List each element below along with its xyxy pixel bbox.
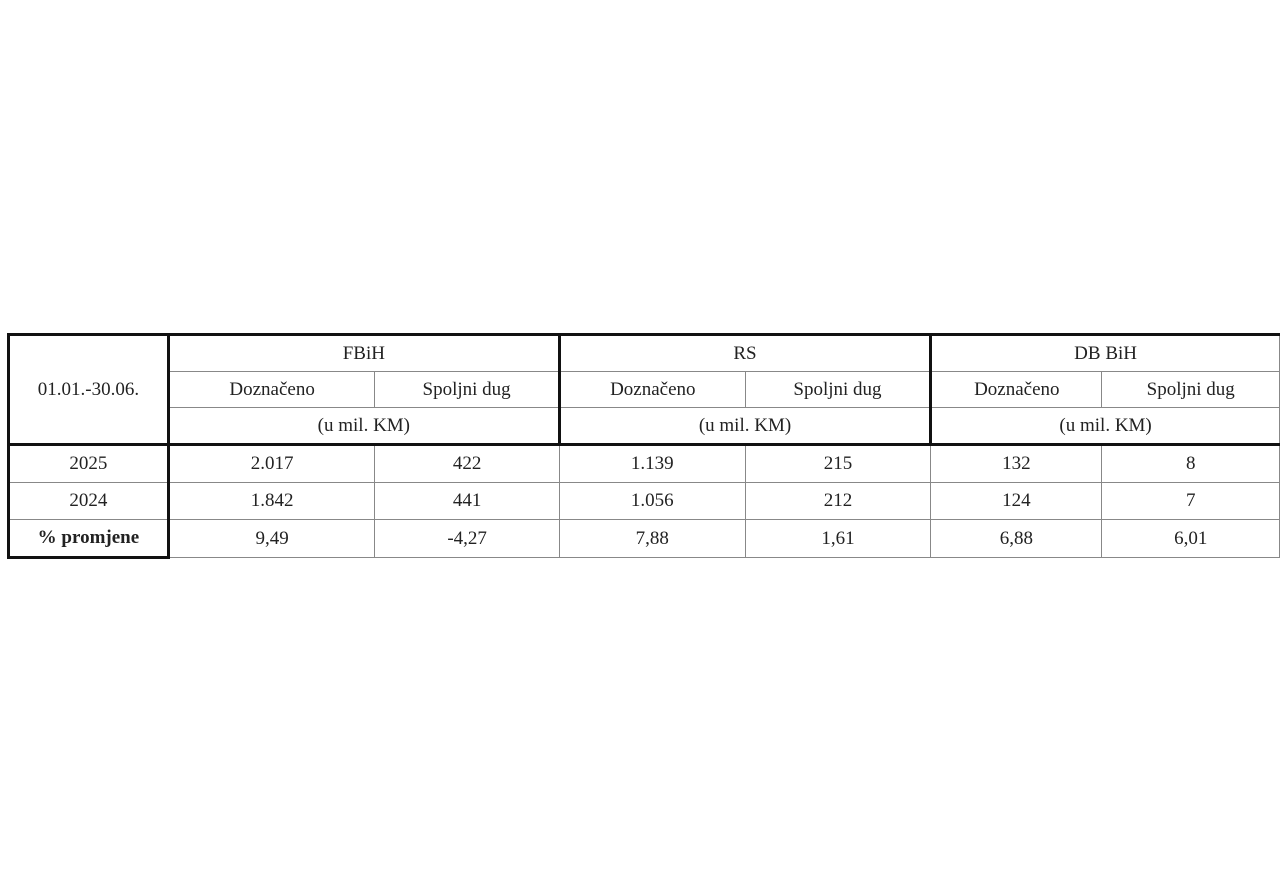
unit-label: (u mil. KM) bbox=[167, 407, 561, 446]
subheader: Spoljni dug bbox=[1101, 371, 1280, 408]
subheader: Spoljni dug bbox=[374, 371, 561, 408]
cell: 6,88 bbox=[930, 519, 1103, 558]
row-label: 2024 bbox=[7, 482, 170, 520]
unit-label: (u mil. KM) bbox=[930, 407, 1280, 446]
cell: 1.139 bbox=[558, 444, 746, 483]
row-label: 2025 bbox=[7, 444, 170, 483]
subheader: Doznačeno bbox=[167, 371, 376, 408]
cell: 9,49 bbox=[167, 519, 376, 558]
unit-label: (u mil. KM) bbox=[558, 407, 933, 446]
cell: 441 bbox=[374, 482, 560, 520]
table-row: % promjene 9,49 -4,27 7,88 1,61 6,88 6,0… bbox=[7, 519, 1280, 559]
cell: 1.842 bbox=[167, 482, 376, 520]
subheader: Doznačeno bbox=[930, 371, 1103, 408]
cell: 132 bbox=[930, 444, 1103, 483]
cell: -4,27 bbox=[374, 519, 560, 558]
cell: 1.056 bbox=[558, 482, 746, 520]
group-header-rs: RS bbox=[558, 333, 933, 372]
cell: 215 bbox=[744, 444, 932, 483]
cell: 422 bbox=[374, 444, 560, 483]
data-table-container: 01.01.-30.06. FBiH RS DB BiH Doznačeno S… bbox=[7, 333, 1280, 559]
cell: 2.017 bbox=[167, 444, 376, 483]
cell: 212 bbox=[744, 482, 932, 520]
row-label: % promjene bbox=[7, 519, 170, 559]
cell: 7 bbox=[1101, 482, 1280, 520]
cell: 8 bbox=[1101, 444, 1280, 483]
cell: 1,61 bbox=[744, 519, 932, 558]
group-header-fbih: FBiH bbox=[167, 333, 561, 372]
cell: 6,01 bbox=[1101, 519, 1280, 558]
cell: 7,88 bbox=[558, 519, 746, 558]
subheader: Doznačeno bbox=[558, 371, 746, 408]
group-header-dbbih: DB BiH bbox=[930, 333, 1280, 372]
table-row: 2025 2.017 422 1.139 215 132 8 bbox=[7, 444, 1280, 483]
table-row: 2024 1.842 441 1.056 212 124 7 bbox=[7, 482, 1280, 520]
subheader: Spoljni dug bbox=[744, 371, 933, 408]
cell: 124 bbox=[930, 482, 1103, 520]
period-header: 01.01.-30.06. bbox=[7, 333, 170, 446]
data-table: 01.01.-30.06. FBiH RS DB BiH Doznačeno S… bbox=[7, 333, 1280, 559]
